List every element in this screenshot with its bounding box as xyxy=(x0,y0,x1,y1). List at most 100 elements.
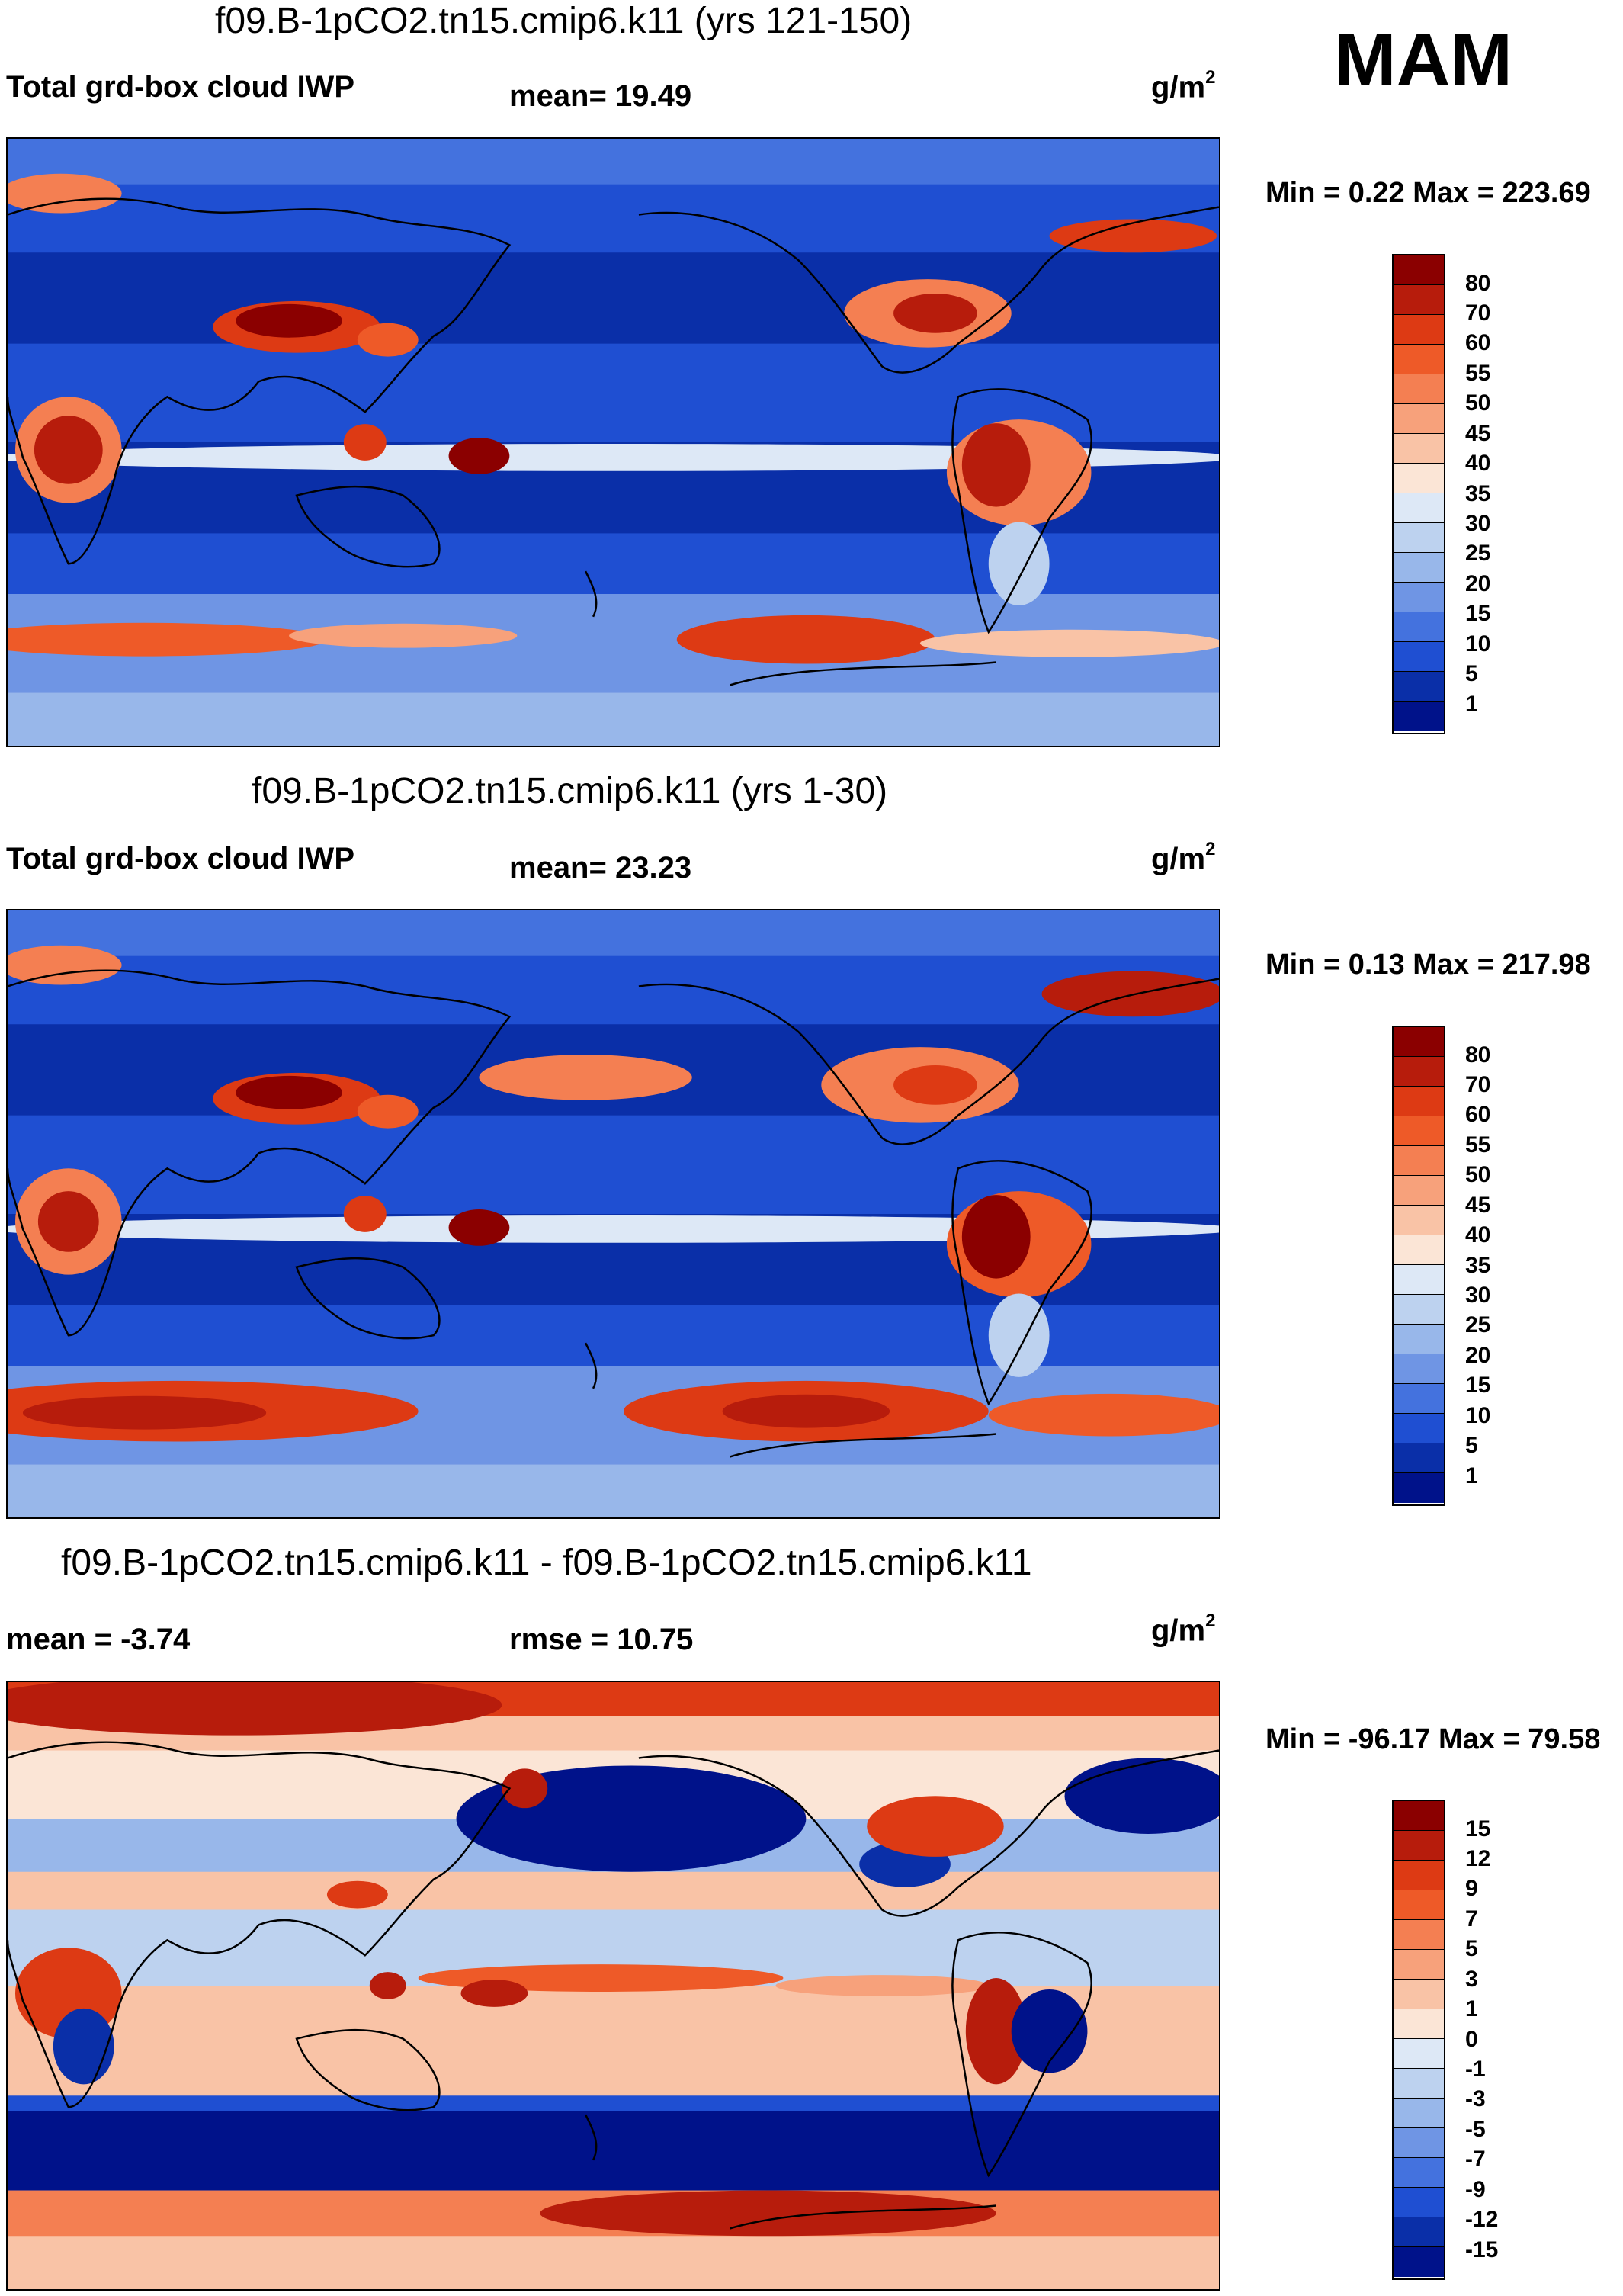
colorbar-tick-label: 25 xyxy=(1465,541,1491,566)
panel-3-minmax: Min = -96.17 Max = 79.58 xyxy=(1265,1723,1601,1755)
colorbar-swatch xyxy=(1394,642,1444,672)
panel-3-mean-label: mean = -3.74 xyxy=(6,1623,191,1656)
colorbar-tick-label: 60 xyxy=(1465,330,1491,355)
colorbar-swatch xyxy=(1394,1027,1444,1057)
colorbar-swatch xyxy=(1394,1980,1444,2009)
colorbar-swatch xyxy=(1394,612,1444,642)
colorbar-swatch xyxy=(1394,553,1444,583)
colorbar-swatch xyxy=(1394,1206,1444,1235)
panel-1-title: f09.B-1pCO2.tn15.cmip6.k11 (yrs 121-150) xyxy=(215,1,913,41)
panel-3-map xyxy=(6,1681,1220,2291)
colorbar-swatch xyxy=(1394,1801,1444,1831)
colorbar-tick-label: 80 xyxy=(1465,1042,1491,1068)
colorbar-tick-label: -15 xyxy=(1465,2237,1499,2262)
panel-2-units: g/m2 xyxy=(1151,839,1216,876)
panel-3-colorbar xyxy=(1392,1800,1445,2280)
colorbar-swatch xyxy=(1394,2158,1444,2188)
colorbar-tick-label: 55 xyxy=(1465,361,1491,386)
colorbar-swatch xyxy=(1394,1831,1444,1861)
colorbar-swatch xyxy=(1394,2069,1444,2099)
colorbar-swatch xyxy=(1394,2009,1444,2039)
colorbar-swatch xyxy=(1394,255,1444,285)
colorbar-swatch xyxy=(1394,1384,1444,1414)
colorbar-swatch xyxy=(1394,315,1444,345)
colorbar-swatch xyxy=(1394,464,1444,493)
colorbar-swatch xyxy=(1394,702,1444,731)
colorbar-swatch xyxy=(1394,404,1444,434)
colorbar-tick-label: 70 xyxy=(1465,1072,1491,1097)
colorbar-swatch xyxy=(1394,1861,1444,1890)
colorbar-tick-label: 50 xyxy=(1465,390,1491,416)
colorbar-tick-label: 15 xyxy=(1465,1373,1491,1398)
colorbar-swatch xyxy=(1394,1890,1444,1920)
colorbar-tick-label: 10 xyxy=(1465,631,1491,657)
colorbar-tick-label: 45 xyxy=(1465,421,1491,446)
colorbar-swatch xyxy=(1394,2247,1444,2277)
colorbar-swatch xyxy=(1394,1950,1444,1980)
colorbar-tick-label: 30 xyxy=(1465,1283,1491,1308)
panel-1-minmax: Min = 0.22 Max = 223.69 xyxy=(1265,177,1591,209)
colorbar-tick-label: 1 xyxy=(1465,692,1478,717)
colorbar-tick-label: 80 xyxy=(1465,271,1491,296)
colorbar-swatch xyxy=(1394,1414,1444,1443)
colorbar-swatch xyxy=(1394,1146,1444,1176)
colorbar-swatch xyxy=(1394,434,1444,464)
colorbar-swatch xyxy=(1394,2128,1444,2158)
colorbar-tick-label: 30 xyxy=(1465,511,1491,536)
colorbar-swatch xyxy=(1394,1057,1444,1087)
colorbar-tick-label: -12 xyxy=(1465,2207,1499,2232)
colorbar-swatch xyxy=(1394,2039,1444,2069)
panel-2-colorbar xyxy=(1392,1026,1445,1506)
colorbar-swatch xyxy=(1394,672,1444,702)
colorbar-swatch xyxy=(1394,1295,1444,1325)
colorbar-tick-label: 1 xyxy=(1465,1996,1478,2021)
panel-3-title: f09.B-1pCO2.tn15.cmip6.k11 - f09.B-1pCO2… xyxy=(61,1543,1032,1583)
panel-1-variable-label: Total grd-box cloud IWP xyxy=(6,70,354,104)
colorbar-tick-label: 5 xyxy=(1465,1433,1478,1458)
colorbar-tick-label: 15 xyxy=(1465,601,1491,626)
colorbar-swatch xyxy=(1394,2217,1444,2247)
colorbar-tick-label: 3 xyxy=(1465,1967,1478,1992)
panel-3-units: g/m2 xyxy=(1151,1610,1216,1648)
colorbar-tick-label: -1 xyxy=(1465,2057,1486,2082)
panel-1-colorbar xyxy=(1392,254,1445,734)
colorbar-tick-label: 1 xyxy=(1465,1463,1478,1488)
panel-1-units: g/m2 xyxy=(1151,67,1216,104)
panel-2-mean-label: mean= 23.23 xyxy=(509,851,692,885)
colorbar-tick-label: 9 xyxy=(1465,1876,1478,1901)
colorbar-tick-label: 40 xyxy=(1465,1222,1491,1248)
colorbar-swatch xyxy=(1394,1920,1444,1950)
colorbar-swatch xyxy=(1394,1473,1444,1503)
colorbar-swatch xyxy=(1394,374,1444,404)
colorbar-tick-label: 5 xyxy=(1465,1936,1478,1961)
colorbar-tick-label: 10 xyxy=(1465,1403,1491,1428)
panel-1-mean-label: mean= 19.49 xyxy=(509,79,692,113)
colorbar-swatch xyxy=(1394,523,1444,553)
panel-1-map xyxy=(6,137,1220,747)
colorbar-tick-label: 60 xyxy=(1465,1102,1491,1127)
season-label: MAM xyxy=(1334,18,1513,101)
colorbar-tick-label: 35 xyxy=(1465,1253,1491,1278)
colorbar-swatch xyxy=(1394,1235,1444,1265)
colorbar-tick-label: 0 xyxy=(1465,2027,1478,2052)
colorbar-swatch xyxy=(1394,2099,1444,2128)
colorbar-tick-label: 70 xyxy=(1465,300,1491,326)
colorbar-tick-label: 35 xyxy=(1465,481,1491,506)
colorbar-tick-label: 50 xyxy=(1465,1162,1491,1187)
colorbar-swatch xyxy=(1394,345,1444,374)
panel-3-rmse-label: rmse = 10.75 xyxy=(509,1623,694,1656)
panel-2-map xyxy=(6,909,1220,1519)
colorbar-tick-label: -5 xyxy=(1465,2117,1486,2142)
colorbar-tick-label: 7 xyxy=(1465,1906,1478,1932)
colorbar-tick-label: 15 xyxy=(1465,1816,1491,1842)
colorbar-swatch xyxy=(1394,1265,1444,1295)
panel-2-minmax: Min = 0.13 Max = 217.98 xyxy=(1265,949,1591,981)
colorbar-swatch xyxy=(1394,583,1444,612)
colorbar-swatch xyxy=(1394,1443,1444,1473)
colorbar-tick-label: 55 xyxy=(1465,1132,1491,1158)
colorbar-tick-label: 45 xyxy=(1465,1193,1491,1218)
colorbar-swatch xyxy=(1394,285,1444,315)
colorbar-swatch xyxy=(1394,1354,1444,1384)
colorbar-swatch xyxy=(1394,2188,1444,2217)
colorbar-swatch xyxy=(1394,1087,1444,1116)
